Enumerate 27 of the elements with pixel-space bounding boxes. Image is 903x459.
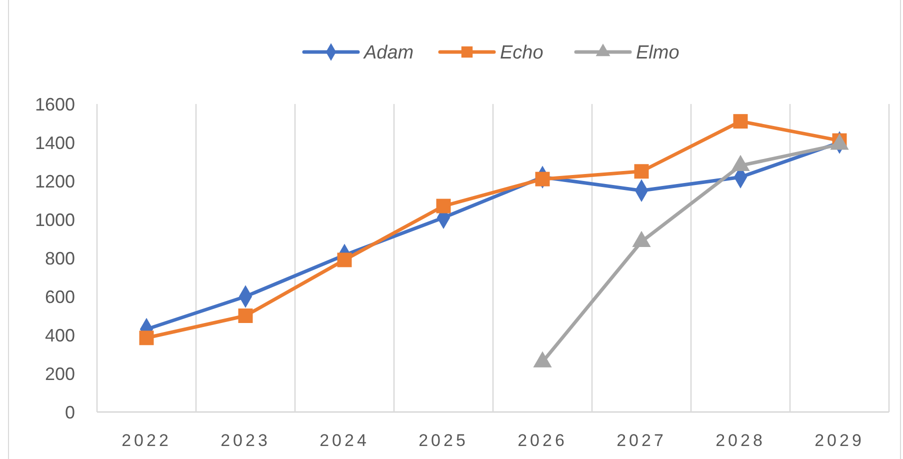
y-tick-label: 1200 (34, 171, 75, 192)
point (238, 308, 253, 323)
legend-label: Elmo (636, 42, 680, 64)
x-tick-label: 2025 (418, 430, 468, 450)
point (337, 252, 352, 268)
x-tick-label: 2022 (122, 430, 172, 450)
x-tick-label: 2026 (518, 430, 568, 450)
x-tick-label: 2029 (814, 430, 864, 450)
y-tick-label: 800 (44, 248, 75, 268)
x-tick-label: 2023 (220, 430, 270, 450)
y-tick-label: 1600 (34, 94, 75, 114)
point (733, 114, 748, 129)
y-tick-label: 0 (64, 402, 75, 422)
y-tick-label: 1000 (34, 210, 75, 230)
point (535, 172, 550, 186)
x-tick-label: 2024 (320, 430, 370, 450)
point (634, 164, 649, 179)
point (139, 330, 154, 346)
y-tick-label: 200 (44, 364, 75, 384)
y-tick-label: 600 (44, 286, 75, 307)
point (436, 198, 451, 214)
legend-label: Echo (500, 42, 544, 64)
x-tick-label: 2027 (616, 430, 666, 450)
y-tick-label: 400 (44, 325, 75, 346)
legend-label: Adam (363, 42, 414, 64)
y-tick-label: 1400 (34, 132, 75, 153)
x-tick-label: 2028 (716, 430, 766, 450)
